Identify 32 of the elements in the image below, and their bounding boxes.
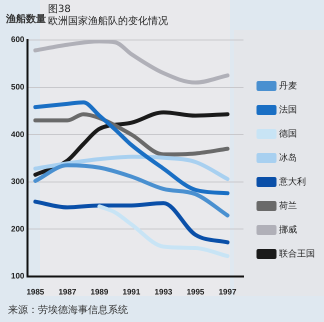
legend-label: 挪威	[279, 224, 297, 234]
legend-label: 意大利	[278, 176, 306, 186]
legend-label: 德国	[279, 128, 297, 138]
x-tick-label: 1987	[58, 287, 77, 296]
x-tick-label: 1993	[154, 287, 173, 296]
legend-label: 荷兰	[279, 200, 297, 210]
y-tick-label: 200	[10, 224, 25, 234]
legend-label: 丹麦	[279, 80, 297, 90]
line-series	[33, 40, 230, 85]
y-axis-title: 渔船数量	[6, 12, 46, 26]
x-tick-label: 1997	[218, 287, 237, 296]
x-tick-label: 1995	[186, 287, 205, 296]
chart-subtitle: 欧洲国家渔船队的变化情况	[48, 16, 168, 27]
line-series	[33, 100, 230, 196]
line-series	[33, 154, 230, 182]
source-note: 来源：劳埃德海事信息系统	[8, 304, 128, 317]
line-series	[33, 163, 230, 218]
y-tick-label: 500	[10, 82, 25, 92]
line-series	[97, 204, 230, 258]
y-tick-label: 300	[10, 177, 25, 186]
x-tick-label: 1991	[122, 287, 141, 296]
x-tick-label: 1989	[90, 287, 109, 296]
x-tick-label: 1985	[26, 287, 45, 296]
y-tick-label: 400	[10, 130, 25, 139]
chart-title: 图38	[48, 4, 71, 15]
legend-label: 冰岛	[279, 152, 297, 162]
legend-label: 联合王国	[279, 248, 315, 258]
legend-label: 法国	[279, 104, 297, 114]
y-tick-label: 600	[10, 35, 25, 44]
line-series	[33, 200, 230, 244]
line-series	[33, 112, 230, 156]
y-tick-label: 100	[10, 272, 25, 281]
